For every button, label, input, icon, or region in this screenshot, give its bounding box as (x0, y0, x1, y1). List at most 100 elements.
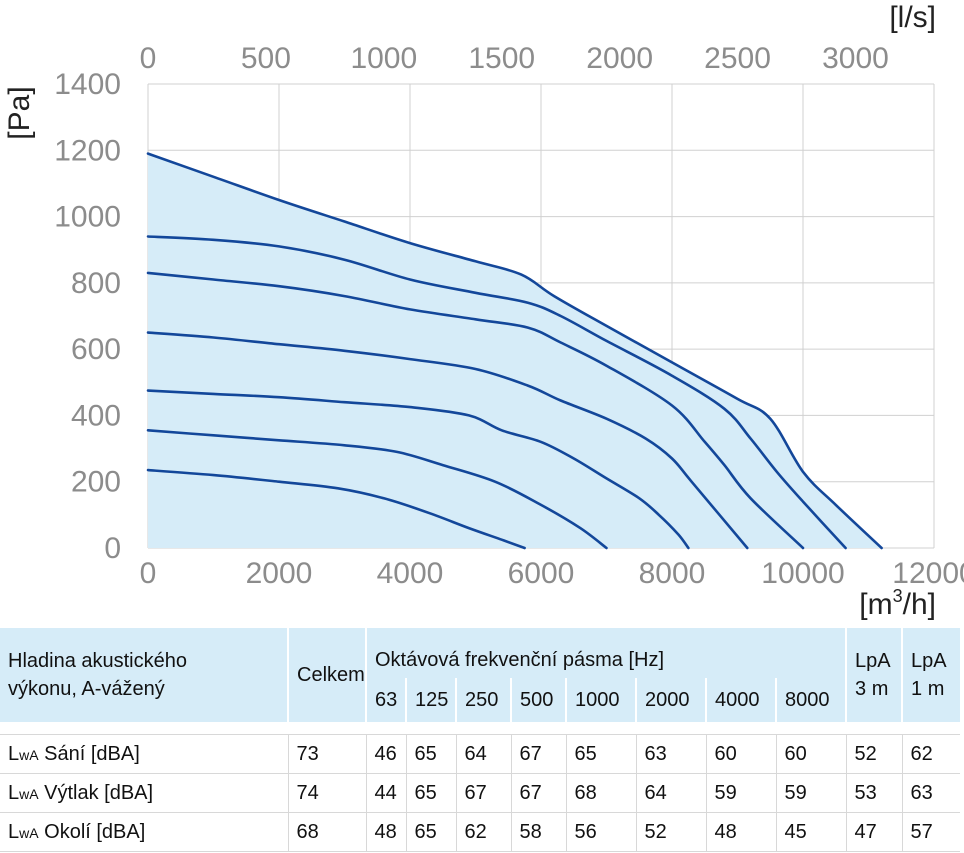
row-label-text: Okolí [dBA] (38, 820, 146, 843)
table-spacer (0, 722, 961, 735)
table-header-title-line1: Hladina akustického (8, 650, 187, 672)
row-band-value: 45 (775, 812, 847, 852)
x-tick-label: 6000 (508, 557, 575, 590)
row-band-value: 59 (775, 773, 847, 813)
top-axis-tick-label: 500 (241, 42, 291, 75)
row-band-value: 67 (455, 773, 511, 813)
row-label: LwA Výtlak [dBA] (0, 773, 288, 813)
lpa-3m-line1: LpA (855, 650, 891, 672)
row-band-value: 52 (635, 812, 706, 852)
row-lpa-3m: 53 (845, 773, 903, 813)
x-tick-label: 0 (140, 557, 157, 590)
row-band-value: 64 (455, 734, 511, 774)
row-band-value: 65 (405, 812, 456, 852)
row-label-subscript: wA (19, 746, 39, 763)
y-tick-label: 200 (71, 466, 121, 499)
row-band-value: 67 (510, 773, 566, 813)
row-band-value: 44 (365, 773, 406, 813)
top-axis-tick-label: 3000 (822, 42, 889, 75)
y-tick-label: 1400 (54, 68, 121, 101)
row-band-value: 65 (405, 773, 456, 813)
band-header: 4000 (705, 678, 776, 722)
row-label: LwA Sání [dBA] (0, 734, 288, 774)
fan-curve-line (146, 235, 847, 550)
x-tick-label: 8000 (639, 557, 706, 590)
row-band-value: 67 (510, 734, 566, 774)
x-tick-label: 2000 (246, 557, 313, 590)
table-header-title-line2: výkonu, A-vážený (8, 678, 165, 700)
y-tick-label: 400 (71, 399, 121, 432)
row-lpa-3m: 52 (845, 734, 903, 774)
band-header: 250 (455, 678, 511, 722)
row-lpa-3m: 47 (845, 812, 903, 852)
table-header-lpa-3m: LpA 3 m (845, 628, 903, 722)
top-axis-tick-label: 1000 (350, 42, 417, 75)
fan-curve-line (146, 389, 690, 550)
lpa-1m-line1: LpA (911, 650, 947, 672)
row-label-prefix: L (8, 781, 20, 804)
x-axis-unit-label: [m3/h] (859, 586, 936, 621)
row-band-value: 59 (705, 773, 776, 813)
table-header-octave: Oktávová frekvenční pásma [Hz] (364, 628, 847, 678)
band-header: 500 (510, 678, 566, 722)
row-band-value: 60 (705, 734, 776, 774)
row-band-value: 48 (365, 812, 406, 852)
row-band-value: 65 (565, 734, 636, 774)
y-tick-label: 1200 (54, 134, 121, 167)
y-axis-ticks: 0 200 400 600 800 1000 1200 1400 (54, 68, 121, 565)
row-lpa-1m: 62 (901, 734, 961, 774)
sound-power-table: Hladina akustického výkonu, A-vážený Celk… (0, 628, 964, 853)
row-band-value: 48 (705, 812, 776, 852)
row-total: 73 (287, 734, 366, 774)
y-tick-label: 600 (71, 333, 121, 366)
top-axis-ticks: 0 500 1000 1500 2000 2500 3000 (140, 42, 889, 75)
row-total: 68 (287, 812, 366, 852)
row-band-value: 65 (405, 734, 456, 774)
x-axis-unit-superscript: 3 (893, 586, 903, 606)
row-label-text: Sání [dBA] (38, 742, 140, 765)
row-lpa-1m: 63 (901, 773, 961, 813)
band-header: 1000 (565, 678, 636, 722)
row-band-value: 63 (635, 734, 706, 774)
band-header: 125 (405, 678, 456, 722)
top-axis-unit-label: [l/s] (889, 1, 936, 34)
row-band-value: 46 (365, 734, 406, 774)
y-tick-label: 800 (71, 267, 121, 300)
row-label-prefix: L (8, 742, 20, 765)
fan-curve-line (146, 152, 883, 550)
fan-curve-line (146, 468, 526, 550)
fan-curve-line (146, 331, 749, 550)
table-row: LwA Okolí [dBA] 68 48 65 62 58 56 52 48 … (0, 812, 961, 852)
x-axis-unit-base: [m (859, 588, 892, 621)
row-band-value: 68 (565, 773, 636, 813)
x-axis-unit-tail: /h] (903, 588, 936, 621)
table-header-total: Celkem (287, 628, 366, 722)
top-axis-tick-label: 2000 (586, 42, 653, 75)
fan-curve-line (146, 429, 608, 550)
row-total: 74 (287, 773, 366, 813)
row-label-text: Výtlak [dBA] (38, 781, 154, 804)
fan-curve-line (146, 271, 805, 550)
fan-curves (146, 152, 883, 550)
row-band-value: 56 (565, 812, 636, 852)
band-header: 8000 (774, 678, 847, 722)
row-band-value: 64 (635, 773, 706, 813)
row-band-value: 62 (455, 812, 511, 852)
fan-performance-chart: 0 200 400 600 800 1000 1200 1400 0 2000 4000 6000 8… (3, 1, 964, 621)
top-axis-tick-label: 0 (140, 42, 157, 75)
x-tick-label: 10000 (761, 557, 844, 590)
operating-area-fill (148, 153, 882, 548)
row-band-value: 58 (510, 812, 566, 852)
lpa-3m-line2: 3 m (855, 678, 889, 700)
row-label-prefix: L (8, 820, 20, 843)
top-axis-tick-label: 2500 (704, 42, 771, 75)
row-label-subscript: wA (19, 785, 39, 802)
y-tick-label: 1000 (54, 201, 121, 234)
band-header: 2000 (635, 678, 706, 722)
row-band-value: 60 (775, 734, 847, 774)
y-axis-unit-label: [Pa] (3, 86, 36, 139)
row-label: LwA Okolí [dBA] (0, 812, 288, 852)
x-tick-label: 4000 (377, 557, 444, 590)
